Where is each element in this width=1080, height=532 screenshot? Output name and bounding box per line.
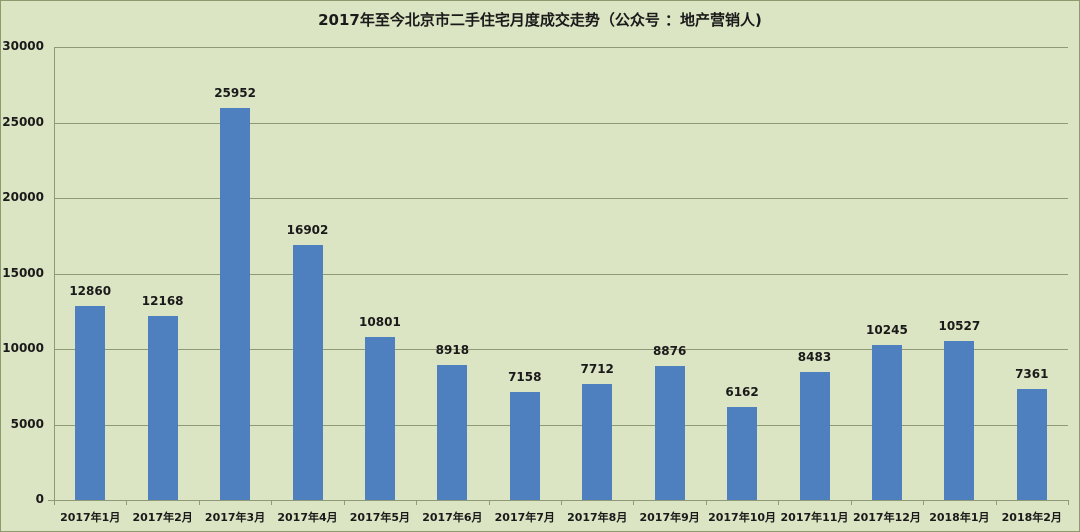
x-tick-label: 2017年10月 bbox=[708, 511, 777, 524]
bar bbox=[654, 365, 685, 500]
value-label: 8876 bbox=[652, 343, 687, 358]
x-tick-label: 2017年5月 bbox=[349, 511, 411, 524]
y-tick-label: 30000 bbox=[2, 39, 44, 53]
x-tick-label: 2017年3月 bbox=[204, 511, 266, 524]
x-tick-label: 2018年2月 bbox=[1001, 511, 1062, 524]
gridline bbox=[54, 349, 1068, 350]
x-tick-mark bbox=[561, 500, 562, 505]
x-tick-mark bbox=[633, 500, 635, 505]
x-tick-label: 2017年2月 bbox=[132, 511, 193, 524]
gridline bbox=[54, 424, 1068, 426]
y-tick-label: 0 bbox=[35, 492, 44, 506]
value-label: 12168 bbox=[141, 294, 184, 309]
x-tick-label: 2017年4月 bbox=[277, 511, 338, 524]
bar bbox=[944, 341, 975, 500]
gridline bbox=[54, 273, 1068, 275]
value-label: 8918 bbox=[435, 343, 470, 358]
x-tick-label: 2018年1月 bbox=[929, 511, 990, 524]
bar bbox=[727, 406, 758, 500]
bar bbox=[147, 316, 178, 500]
value-label: 6162 bbox=[725, 384, 759, 399]
x-tick-mark bbox=[995, 500, 997, 505]
x-tick-mark bbox=[850, 500, 852, 505]
value-label: 7361 bbox=[1015, 366, 1049, 381]
gridline bbox=[54, 122, 1068, 124]
x-tick-mark bbox=[778, 500, 780, 505]
value-label: 7158 bbox=[508, 369, 542, 384]
x-tick-label: 2017年6月 bbox=[422, 511, 483, 524]
y-tick-label: 15000 bbox=[2, 265, 44, 280]
value-label: 16902 bbox=[286, 222, 329, 237]
bar bbox=[437, 365, 468, 500]
bar bbox=[75, 305, 106, 500]
bar bbox=[871, 345, 902, 500]
value-label: 10245 bbox=[866, 323, 908, 338]
x-tick-mark bbox=[416, 500, 418, 505]
x-tick-mark bbox=[923, 500, 925, 505]
x-tick-label: 2017年11月 bbox=[780, 511, 849, 524]
value-label: 12860 bbox=[69, 283, 112, 298]
gridline bbox=[54, 47, 1068, 48]
x-tick-label: 2017年1月 bbox=[60, 511, 121, 524]
x-axis-line bbox=[48, 500, 1068, 501]
value-label: 10801 bbox=[359, 314, 401, 329]
value-label: 25952 bbox=[214, 86, 256, 101]
x-tick-mark bbox=[198, 500, 200, 505]
x-tick-label: 2017年7月 bbox=[494, 511, 555, 524]
value-label: 7712 bbox=[580, 361, 614, 376]
gridline bbox=[54, 198, 1068, 199]
bar bbox=[1016, 388, 1047, 500]
x-tick-label: 2017年8月 bbox=[567, 511, 628, 524]
x-tick-mark bbox=[705, 500, 707, 505]
x-tick-mark bbox=[343, 500, 345, 505]
y-tick-label: 5000 bbox=[10, 416, 44, 431]
bar bbox=[220, 108, 251, 500]
y-tick-label: 10000 bbox=[2, 341, 44, 355]
x-tick-mark bbox=[1068, 500, 1069, 505]
bar bbox=[364, 336, 395, 500]
value-label: 10527 bbox=[938, 319, 981, 334]
x-tick-mark bbox=[271, 500, 273, 505]
x-tick-mark bbox=[488, 500, 490, 505]
x-tick-label: 2017年12月 bbox=[852, 511, 921, 524]
bar bbox=[292, 244, 323, 500]
x-tick-label: 2017年9月 bbox=[639, 511, 700, 524]
bar bbox=[509, 391, 540, 500]
y-tick-label: 25000 bbox=[2, 114, 44, 129]
y-tick-label: 20000 bbox=[2, 190, 44, 204]
value-label: 8483 bbox=[797, 349, 832, 364]
bar bbox=[799, 371, 830, 500]
y-axis-line bbox=[54, 47, 55, 500]
x-tick-mark bbox=[126, 500, 128, 505]
chart-title: 2017年至今北京市二手住宅月度成交走势（公众号 ：地产营销人) bbox=[318, 11, 762, 29]
bar bbox=[582, 383, 613, 500]
x-tick-mark bbox=[54, 500, 55, 505]
